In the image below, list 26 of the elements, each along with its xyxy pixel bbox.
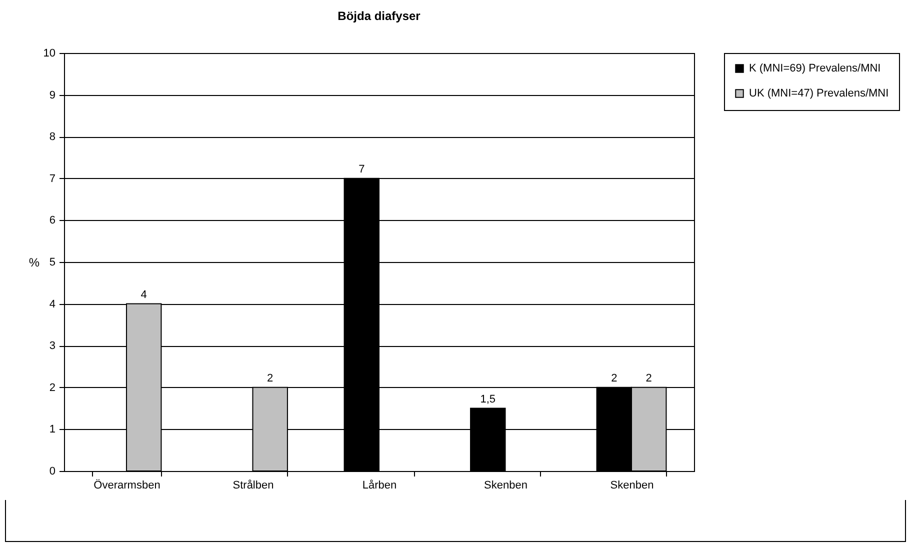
y-tick-label: 0 — [49, 466, 56, 478]
x-tick-label: Överarmsben — [94, 478, 160, 492]
y-tick-label: 3 — [49, 340, 56, 352]
data-label: 4 — [140, 288, 147, 301]
data-label: 1,5 — [480, 393, 496, 406]
y-tick-label: 7 — [49, 172, 56, 185]
x-tick-label: Lårben — [362, 480, 397, 492]
data-label: 2 — [646, 372, 652, 384]
data-label: 7 — [358, 163, 365, 176]
y-tick-label: 5 — [49, 256, 56, 268]
y-tick-label: 4 — [49, 298, 56, 310]
x-tick-label: Skenben — [610, 480, 654, 492]
x-tick-label: Strålben — [232, 480, 274, 492]
y-tick-label: 9 — [49, 89, 56, 102]
y-axis-title: % — [28, 256, 40, 270]
x-tick-label: Skenben — [484, 480, 528, 492]
y-tick-label: 6 — [49, 214, 56, 227]
data-label: 2 — [267, 372, 274, 384]
legend-label: UK (MNI=47) Prevalens/MNI — [749, 88, 889, 100]
y-tick-label: 2 — [49, 382, 56, 394]
y-tick-label: 1 — [49, 424, 56, 436]
y-tick-label: 10 — [43, 48, 56, 60]
legend-label: K (MNI=69) Prevalens/MNI — [749, 62, 881, 74]
chart-title: Böjda diafyser — [338, 9, 421, 23]
y-tick-label: 8 — [49, 131, 56, 144]
data-label: 2 — [611, 372, 618, 384]
